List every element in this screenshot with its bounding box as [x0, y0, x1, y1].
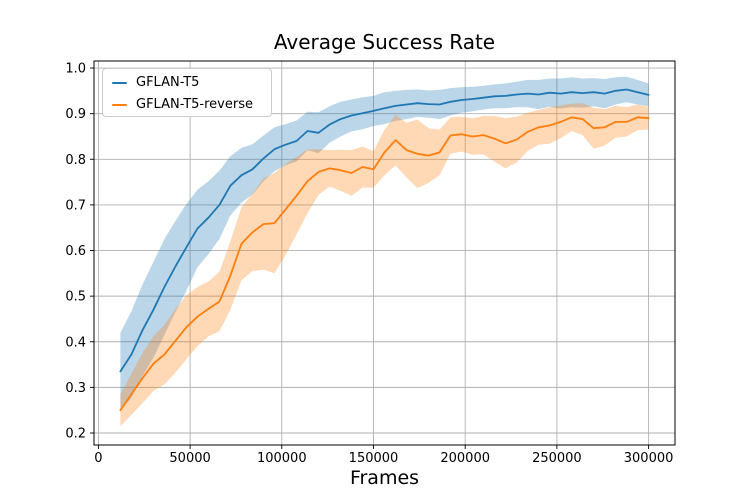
x-tick-label: 50000: [169, 451, 210, 466]
confidence-band-0: [120, 76, 649, 411]
y-tick-label: 0.7: [65, 198, 86, 213]
x-tick-label: 150000: [349, 451, 399, 466]
x-axis-label: Frames: [349, 467, 420, 489]
legend-item-gflan-t5: GFLAN-T5: [103, 72, 271, 94]
legend: GFLAN-T5 GFLAN-T5-reverse: [102, 68, 272, 117]
chart-title: Average Success Rate: [273, 30, 496, 54]
legend-label: GFLAN-T5-reverse: [136, 97, 253, 112]
x-tick-label: 300000: [624, 451, 674, 466]
series-line-0: [119, 88, 650, 373]
axes-spines: [93, 60, 676, 446]
x-tick-label: 200000: [440, 451, 490, 466]
x-tick-label: 100000: [257, 451, 307, 466]
y-tick-label: 0.2: [65, 427, 86, 442]
y-tick-label: 0.8: [65, 153, 86, 168]
y-tick-label: 0.4: [65, 335, 86, 350]
x-tick-label: 0: [94, 451, 102, 466]
y-tick-label: 0.5: [65, 290, 86, 305]
confidence-band-1: [120, 103, 649, 427]
legend-line-swatch-orange: [112, 104, 127, 106]
x-tick-label: 250000: [532, 451, 582, 466]
legend-label: GFLAN-T5: [136, 75, 200, 90]
y-tick-label: 1.0: [65, 62, 86, 77]
y-tick-label: 0.6: [65, 244, 86, 259]
legend-line-swatch-blue: [112, 82, 127, 84]
y-tick-label: 0.9: [65, 107, 86, 122]
y-tick-label: 0.3: [65, 381, 86, 396]
legend-item-gflan-t5-reverse: GFLAN-T5-reverse: [103, 94, 271, 116]
series-line-1: [119, 116, 650, 412]
